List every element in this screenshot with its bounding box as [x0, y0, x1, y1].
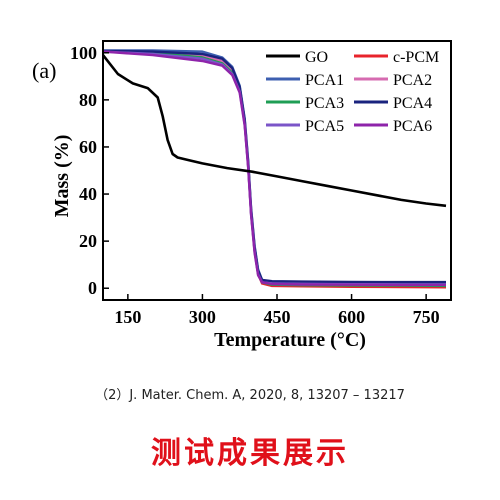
- ticks-layer: 150 300 450 600 750 0 20 40 60 80 100: [70, 43, 440, 327]
- y-tick-label: 100: [70, 43, 97, 63]
- legend-label-pca5: PCA5: [305, 118, 344, 135]
- y-tick-label: 0: [88, 278, 97, 298]
- legend-label-go: GO: [305, 49, 328, 66]
- legend: GO c-PCM PCA1 PCA2 PCA3 PCA4 PCA5 PCA6: [266, 49, 439, 135]
- legend-label-pca6: PCA6: [393, 118, 432, 135]
- series-line-go: [101, 54, 447, 208]
- y-tick-label: 60: [79, 137, 97, 157]
- legend-label-pca4: PCA4: [393, 95, 432, 112]
- x-tick-label: 150: [114, 307, 141, 327]
- x-tick-label: 600: [338, 307, 365, 327]
- tga-chart: 150 300 450 600 750 0 20 40 60 80 100 GO c-PCM PCA1 P…: [32, 40, 452, 351]
- legend-label-c-pcm: c-PCM: [393, 49, 439, 66]
- series-layer: [101, 49, 447, 289]
- legend-label-pca2: PCA2: [393, 72, 432, 89]
- series-line-pca6: [102, 50, 446, 287]
- x-tick-label: 750: [413, 307, 440, 327]
- citation-caption: （2）J. Mater. Chem. A, 2020, 8, 13207 – 1…: [95, 388, 405, 403]
- y-tick-label: 20: [79, 231, 97, 251]
- legend-label-pca3: PCA3: [305, 95, 344, 112]
- panel-label: (a): [32, 58, 56, 83]
- y-tick-label: 40: [79, 184, 97, 204]
- y-axis-title: Mass (%): [51, 135, 73, 218]
- x-tick-label: 300: [189, 307, 216, 327]
- legend-label-pca1: PCA1: [305, 72, 344, 89]
- y-tick-label: 80: [79, 90, 97, 110]
- x-axis-title: Temperature (°C): [214, 329, 366, 351]
- results-banner: 测试成果展示: [151, 436, 349, 471]
- x-tick-label: 450: [264, 307, 291, 327]
